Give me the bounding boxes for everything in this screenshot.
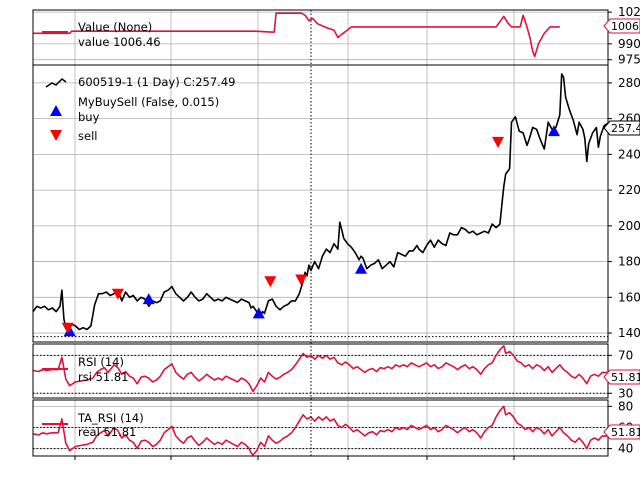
ta-rsi-legend-title: TA_RSI (14) <box>77 411 144 425</box>
y-tick-label: 40 <box>618 442 633 456</box>
value-last-tag-text: 1006 <box>611 20 639 33</box>
sell-legend-marker <box>50 130 62 141</box>
value-legend-value: value 1006.46 <box>78 35 161 49</box>
value-plot <box>33 12 560 58</box>
ta-rsi-last-tag: 51.81 <box>603 424 640 440</box>
value-last-tag: 1006 <box>603 18 640 34</box>
ta-rsi-grid <box>33 400 608 456</box>
y-tick-label: 280 <box>618 76 640 90</box>
value-yticks: 975 990 1020 <box>608 5 640 67</box>
sell-legend-label: sell <box>78 129 97 143</box>
rsi-legend-value: rsi 51.81 <box>78 370 129 384</box>
price-legend-title: 600519-1 (1 Day) C:257.49 <box>78 75 235 89</box>
buy-marker <box>63 325 76 337</box>
buy-legend-label: buy <box>78 110 100 124</box>
ta-rsi-last-tag-text: 51.81 <box>611 426 640 439</box>
value-series-line <box>33 12 560 58</box>
y-tick-label: 1020 <box>618 5 640 19</box>
sell-marker <box>295 274 308 286</box>
price-last-tag-box <box>603 120 640 136</box>
y-tick-label: 160 <box>618 290 640 304</box>
ta-rsi-series-line <box>32 405 609 456</box>
sell-marker <box>264 276 277 288</box>
buy-legend-marker <box>50 105 62 116</box>
price-series-line <box>32 73 609 331</box>
y-tick-label: 30 <box>618 386 633 400</box>
rsi-last-tag-text: 51.81 <box>611 371 640 384</box>
price-grid <box>33 65 608 342</box>
y-tick-label: 200 <box>618 219 640 233</box>
price-last-tag-text: 257.4 <box>611 122 640 135</box>
rsi-yticks: 30 70 <box>608 348 633 400</box>
x-axis-ticks <box>74 456 515 460</box>
y-tick-label: 80 <box>618 399 633 413</box>
price-legend-line <box>45 78 67 88</box>
y-tick-label: 220 <box>618 183 640 197</box>
value-legend: Value (None) value 1006.46 <box>42 20 161 49</box>
rsi-series-line <box>32 345 609 393</box>
rsi-legend: RSI (14) rsi 51.81 <box>42 355 129 384</box>
y-tick-label: 990 <box>618 37 640 51</box>
ta-rsi-panel: 406080 TA_RSI (14) real 51.81 51.81 <box>32 399 640 457</box>
buy-marker <box>142 293 155 305</box>
rsi-legend-title: RSI (14) <box>78 355 124 369</box>
value-last-tag-box <box>603 18 640 34</box>
rsi-last-tag: 51.81 <box>603 369 640 385</box>
value-grid <box>33 10 608 65</box>
price-last-tag: 257.4 <box>603 120 640 136</box>
y-tick-label: 180 <box>618 255 640 269</box>
ta-rsi-plot <box>32 405 609 456</box>
sell-marker <box>111 288 124 300</box>
sell-marker <box>492 136 505 148</box>
rsi-plot <box>32 345 609 393</box>
ta-rsi-legend: TA_RSI (14) real 51.81 <box>42 411 144 439</box>
buy-marker <box>355 262 368 274</box>
price-legend-indicator: MyBuySell (False, 0.015) <box>78 95 219 109</box>
price-plot <box>32 73 609 337</box>
rsi-grid <box>33 344 608 398</box>
y-tick-label: 240 <box>618 147 640 161</box>
y-tick-label: 140 <box>618 326 640 340</box>
price-frame <box>32 64 609 343</box>
y-tick-label: 70 <box>618 348 633 362</box>
value-legend-title: Value (None) <box>78 20 152 34</box>
y-tick-label: 975 <box>618 53 640 67</box>
price-legend: 600519-1 (1 Day) C:257.49 MyBuySell (Fal… <box>45 75 235 143</box>
rsi-last-tag-box <box>603 369 640 385</box>
buy-marker <box>547 125 560 137</box>
ta-rsi-legend-value: real 51.81 <box>78 425 136 439</box>
ta-rsi-last-tag-box <box>603 424 640 440</box>
rsi-panel: 30 70 RSI (14) rsi 51.81 51.81 <box>32 343 640 400</box>
rsi-frame <box>32 343 609 399</box>
sell-marker <box>61 322 74 334</box>
buy-marker <box>252 307 265 319</box>
